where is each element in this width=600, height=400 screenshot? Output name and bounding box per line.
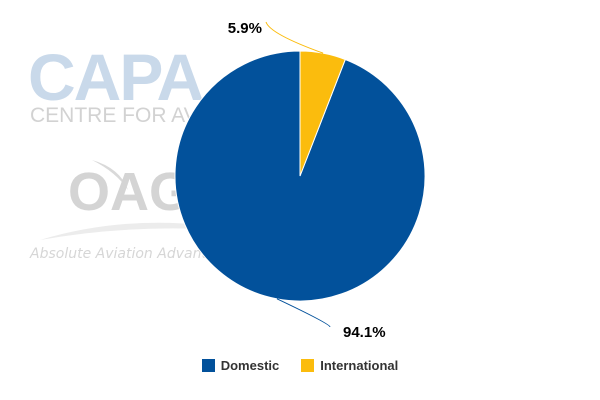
oag-tagline: Absolute Aviation Advantage: [29, 246, 233, 262]
leader-line-international: [265, 21, 324, 54]
pie-slices: [174, 50, 426, 302]
legend-label-international: International: [320, 358, 399, 373]
legend-swatch-international: [301, 359, 315, 372]
legend: Domestic International: [0, 358, 600, 373]
data-labels: 94.1% 5.9%: [228, 20, 386, 341]
data-label-domestic: 94.1%: [343, 324, 386, 341]
legend-swatch-domestic: [201, 359, 215, 372]
legend-item-international: International: [301, 358, 398, 373]
leader-lines: [265, 21, 331, 328]
pie-slice-international: [299, 50, 346, 177]
legend-label-domestic: Domestic: [220, 358, 280, 373]
capa-logo: CAPA: [28, 40, 202, 114]
pie-slice-domestic: [174, 50, 426, 302]
legend-item-domestic: Domestic: [201, 358, 280, 373]
leader-line-domestic: [276, 298, 331, 328]
oag-logo: OAG: [68, 162, 191, 222]
data-label-international: 5.9%: [228, 20, 262, 37]
